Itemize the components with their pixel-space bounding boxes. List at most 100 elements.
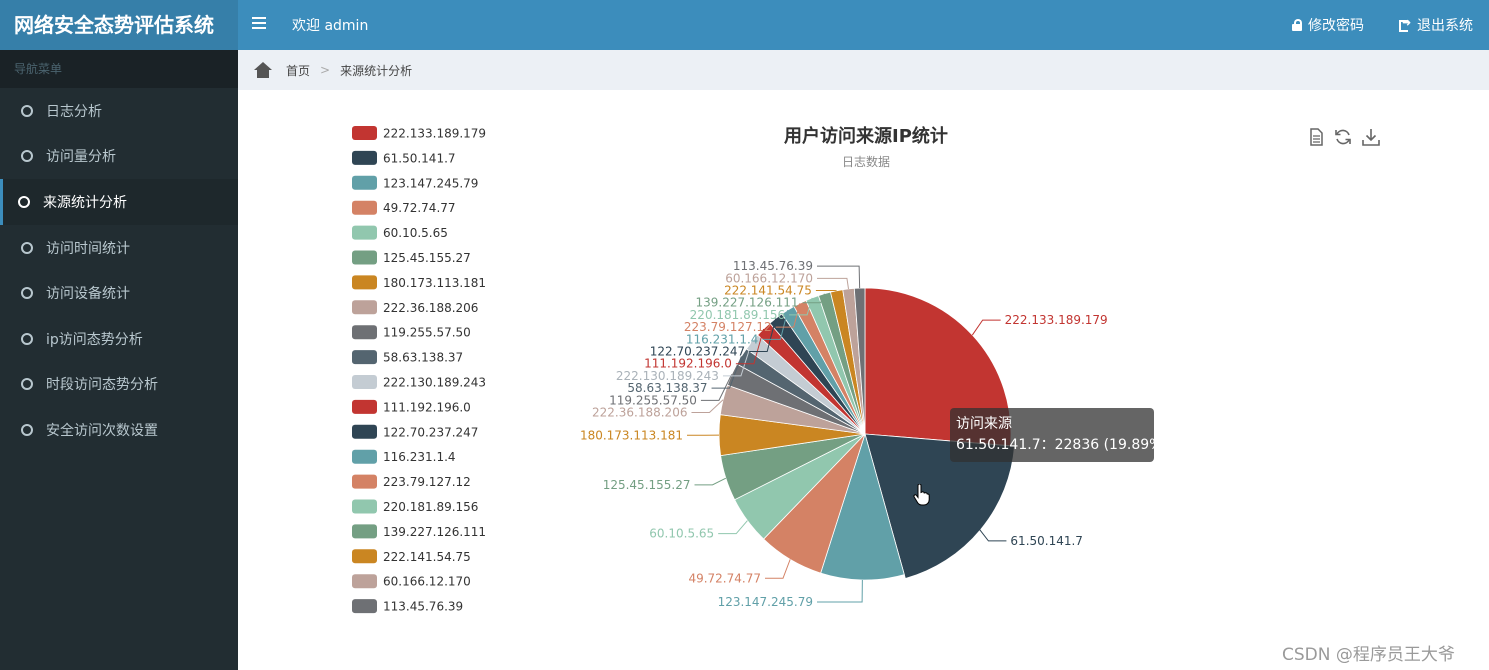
pie-label: 139.227.126.111 — [695, 296, 798, 310]
pie-slice[interactable] — [820, 432, 905, 581]
legend-swatch[interactable] — [352, 150, 377, 165]
legend-swatch[interactable] — [352, 200, 377, 215]
sidebar-item-label: 访问设备统计 — [46, 286, 130, 303]
sidebar-item-time-stats[interactable]: 访问时间统计 — [0, 225, 238, 271]
legend-label[interactable]: 222.141.54.75 — [383, 550, 471, 564]
legend-label[interactable]: 113.45.76.39 — [383, 600, 463, 614]
sidebar-item-ip-trend[interactable]: ip访问态势分析 — [0, 316, 238, 362]
pie-label: 222.141.54.75 — [724, 284, 812, 298]
legend-swatch[interactable] — [352, 474, 377, 489]
logout-link[interactable]: 退出系统 — [1399, 15, 1473, 35]
pie-label-line — [802, 293, 825, 304]
legend-swatch[interactable] — [352, 175, 377, 190]
pie-label-line — [817, 265, 861, 289]
legend-swatch[interactable] — [352, 275, 377, 290]
pie-label: 49.72.74.77 — [688, 571, 761, 585]
circle-icon — [21, 104, 33, 117]
menu-toggle-icon[interactable] — [252, 17, 266, 31]
pie-slice[interactable] — [864, 433, 1015, 579]
tooltip-text: 61.50.141.7：22836 (19.89%) — [956, 437, 1168, 453]
legend-label[interactable]: 125.45.155.27 — [383, 251, 471, 265]
legend-swatch[interactable] — [352, 524, 377, 539]
pie-label-line — [789, 297, 813, 316]
change-password-label: 修改密码 — [1308, 18, 1364, 34]
legend-label[interactable]: 61.50.141.7 — [383, 151, 456, 165]
legend-label[interactable]: 60.10.5.65 — [383, 226, 448, 240]
legend-label[interactable]: 123.147.245.79 — [383, 176, 478, 190]
legend-label[interactable]: 49.72.74.77 — [383, 201, 456, 215]
legend-label[interactable]: 111.192.196.0 — [383, 400, 471, 414]
legend-label[interactable]: 58.63.138.37 — [383, 351, 463, 365]
legend-swatch[interactable] — [352, 250, 377, 265]
legend-swatch[interactable] — [352, 300, 377, 315]
legend-label[interactable]: 139.227.126.111 — [383, 525, 486, 539]
legend-label[interactable]: 222.36.188.206 — [383, 301, 478, 315]
legend-label[interactable]: 223.79.127.12 — [383, 475, 471, 489]
sidebar-item-label: 日志分析 — [46, 103, 102, 120]
tooltip-title: 访问来源 — [956, 416, 1012, 432]
legend-swatch[interactable] — [352, 549, 377, 564]
legend-label[interactable]: 122.70.237.247 — [383, 425, 478, 439]
legend-label[interactable]: 222.130.189.243 — [383, 376, 486, 390]
sidebar-item-traffic-analysis[interactable]: 访问量分析 — [0, 134, 238, 180]
sidebar-item-label: 时段访问态势分析 — [46, 377, 158, 394]
sidebar-item-label: 安全访问次数设置 — [46, 422, 158, 439]
pie-label: 60.166.12.170 — [725, 271, 813, 285]
lock-icon — [1292, 19, 1302, 31]
sidebar-item-access-settings[interactable]: 安全访问次数设置 — [0, 407, 238, 453]
watermark: CSDN @程序员王大爷 — [1282, 645, 1455, 665]
circle-icon — [21, 287, 33, 300]
legend-swatch[interactable] — [352, 574, 377, 589]
legend-swatch[interactable] — [352, 126, 377, 140]
pie-label-line — [722, 341, 753, 377]
legend-swatch[interactable] — [352, 375, 377, 389]
chart-subtitle: 日志数据 — [842, 154, 890, 169]
home-icon[interactable] — [254, 62, 272, 78]
legend-swatch[interactable] — [352, 325, 377, 340]
sidebar-item-log-analysis[interactable]: 日志分析 — [0, 88, 238, 134]
legend-swatch[interactable] — [352, 399, 377, 414]
pie-label: 58.63.138.37 — [627, 381, 707, 395]
change-password-link[interactable]: 修改密码 — [1292, 15, 1364, 35]
pie-label: 111.192.196.0 — [644, 357, 732, 371]
pie-label-line — [700, 374, 733, 401]
legend-label[interactable]: 220.181.89.156 — [383, 500, 478, 514]
hand-cursor-icon — [913, 484, 930, 506]
brand-title[interactable]: 网络安全态势评估系统 — [0, 0, 238, 50]
legend-swatch[interactable] — [352, 599, 377, 614]
sidebar-item-source-analysis[interactable]: 来源统计分析 — [0, 179, 238, 225]
sidebar-item-device-stats[interactable]: 访问设备统计 — [0, 270, 238, 316]
restore-icon[interactable] — [1333, 127, 1353, 147]
pie-label: 123.147.245.79 — [718, 595, 813, 609]
legend-label[interactable]: 180.173.113.181 — [383, 276, 486, 290]
legend-label[interactable]: 116.231.1.4 — [383, 450, 456, 464]
pie-label-line — [691, 399, 724, 414]
legend-label[interactable]: 119.255.57.50 — [383, 326, 471, 340]
legend-swatch[interactable] — [352, 499, 377, 514]
pie-label-line — [971, 319, 1001, 336]
breadcrumb-home[interactable]: 首页 — [286, 63, 311, 78]
sidebar-item-label: 来源统计分析 — [43, 194, 127, 211]
pie-label-line — [711, 356, 742, 389]
pie-label-line — [817, 277, 850, 290]
legend-swatch[interactable] — [352, 350, 377, 365]
pie-label-line — [977, 526, 1007, 542]
sidebar-item-label: 访问量分析 — [46, 149, 116, 166]
pie-chart: 用户访问来源IP统计 日志数据 222.133.189.179 61.50.141… — [352, 125, 1108, 614]
sidebar-item-period-trend[interactable]: 时段访问态势分析 — [0, 362, 238, 408]
pie-label-line — [735, 328, 765, 365]
legend-swatch[interactable] — [352, 449, 377, 464]
nav-header: 导航菜单 — [0, 50, 238, 88]
top-bar: 欢迎 admin 修改密码 退出系统 — [238, 0, 1489, 50]
legend-swatch[interactable] — [352, 424, 377, 439]
legend-label[interactable]: 222.133.189.179 — [383, 127, 486, 141]
pie-label: 223.79.127.12 — [684, 320, 772, 334]
save-image-icon[interactable] — [1361, 127, 1381, 147]
data-view-icon[interactable] — [1306, 127, 1326, 147]
pie-label: 125.45.155.27 — [603, 478, 691, 492]
legend-swatch[interactable] — [352, 225, 377, 240]
legend-label[interactable]: 60.166.12.170 — [383, 575, 471, 589]
pie-label: 222.36.188.206 — [592, 406, 687, 420]
pie-label: 180.173.113.181 — [580, 428, 683, 442]
